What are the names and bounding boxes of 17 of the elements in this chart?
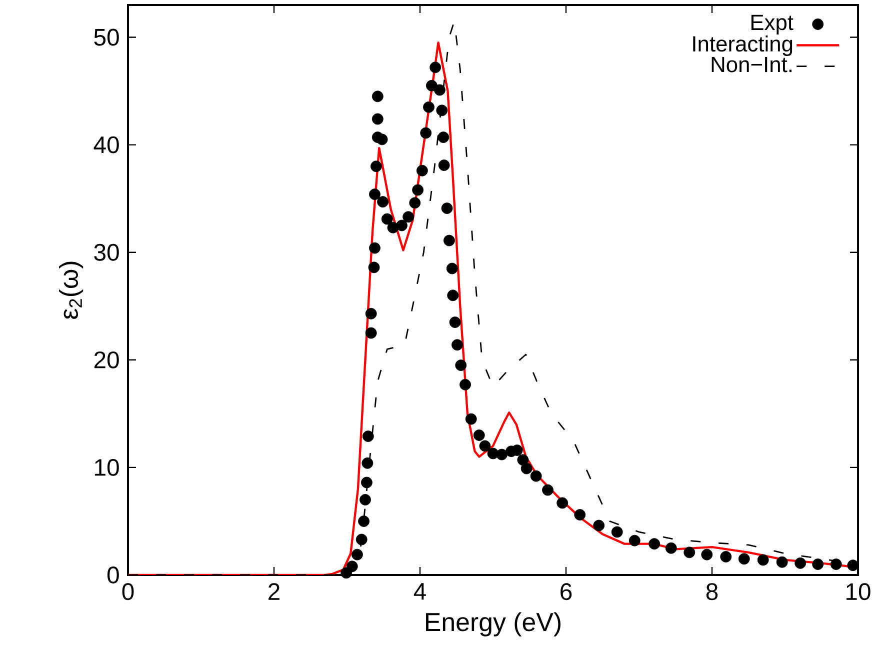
y-axis-title: ε$_{2}$(ω) bbox=[58, 262, 84, 319]
y-tick-label: 20 bbox=[94, 351, 119, 368]
x-tick-label: 10 bbox=[846, 583, 870, 600]
y-tick-label: 0 bbox=[107, 566, 119, 584]
y-tick-label: 50 bbox=[94, 28, 119, 46]
x-tick-label: 0 bbox=[122, 583, 134, 600]
y-tick-label: 10 bbox=[95, 458, 119, 476]
x-tick-label: 6 bbox=[560, 583, 572, 600]
y-tick-label: 30 bbox=[94, 244, 119, 261]
x-axis-title: Energy (eV) bbox=[426, 612, 560, 636]
x-tick-label: 8 bbox=[706, 583, 718, 600]
legend-label: Expt bbox=[751, 14, 794, 35]
x-tick-label: 4 bbox=[414, 583, 426, 600]
y-tick-label: 40 bbox=[94, 136, 119, 154]
x-tick-label: 2 bbox=[268, 583, 280, 600]
legend-label: Non−Int. bbox=[712, 56, 792, 72]
legend-label: Interacting bbox=[693, 36, 792, 56]
